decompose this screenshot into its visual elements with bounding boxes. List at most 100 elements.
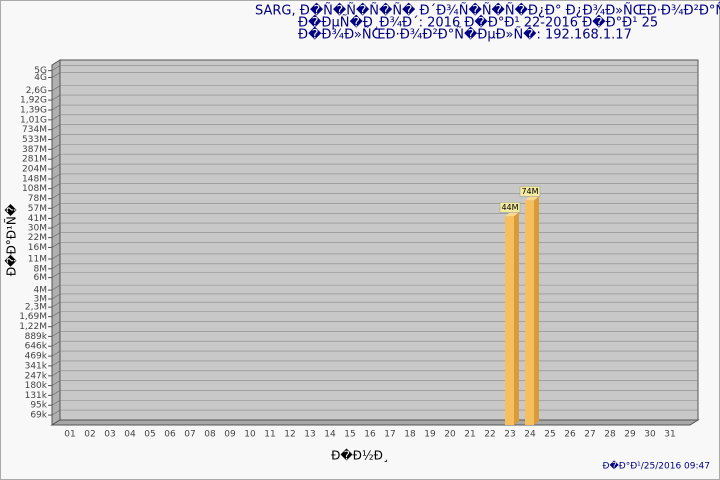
grid-line (51, 183, 61, 189)
x-tick-label: 02 (84, 430, 95, 440)
x-tick-label: 11 (264, 430, 275, 440)
y-tick-label: 5G (34, 66, 47, 76)
y-tick-label: 108M (22, 184, 47, 194)
grid-line (51, 301, 61, 308)
x-tick-label: 01 (64, 430, 75, 440)
value-label-box (499, 202, 521, 213)
x-tick-label: 21 (464, 430, 475, 440)
x-tick-label: 30 (644, 430, 656, 440)
bar (505, 216, 514, 425)
grid-line (51, 399, 61, 406)
y-tick-label: 11M (28, 254, 47, 264)
y-tick-label: 30M (28, 224, 47, 234)
grid-line (51, 409, 61, 416)
y-tick-label: 889k (25, 332, 48, 342)
grid-line (51, 370, 61, 377)
x-tick-label: 08 (204, 430, 216, 440)
back-wall (59, 59, 699, 421)
title-line: SARG, Đ�Ñ�Ñ�Ñ�Ñ� Đ´Đ¾Ñ�Ñ�Ñ�Đ¿Đ° Đ¿Đ¾Đ»ÑŒ… (255, 2, 720, 19)
x-tick-label: 14 (324, 430, 336, 440)
x-tick-label: 16 (364, 430, 376, 440)
y-tick-label: 22M (28, 233, 47, 243)
x-tick-label: 19 (424, 430, 436, 440)
y-tick-label: 180k (25, 381, 48, 391)
grid-line (51, 311, 61, 317)
y-axis-label: Đ�Đ°Đ¹Ñ� (4, 203, 19, 276)
grid-line (51, 321, 61, 327)
grid-line (51, 284, 61, 291)
x-tick-label: 25 (544, 430, 555, 440)
grid-line (51, 124, 61, 130)
y-tick-label: 281M (22, 155, 47, 165)
x-tick-label: 17 (384, 430, 395, 440)
x-tick-label: 20 (444, 430, 456, 440)
y-tick-label: 4M (34, 286, 48, 296)
y-tick-label: 69k (30, 411, 47, 421)
y-tick-label: 131k (25, 391, 48, 401)
x-tick-label: 29 (624, 430, 636, 440)
y-tick-label: 204M (22, 165, 47, 175)
grid-line (51, 390, 61, 396)
grid-line (51, 173, 61, 180)
y-tick-label: 646k (25, 342, 48, 352)
y-tick-label: 387M (22, 145, 47, 155)
grid-line (51, 163, 61, 170)
grid-line (51, 263, 61, 270)
y-tick-label: 8M (34, 264, 48, 274)
grid-line (51, 331, 61, 337)
x-tick-label: 09 (224, 430, 236, 440)
title-line: Đ�Đ¾Đ»ÑŒĐ·Đ¾Đ²Đ°Ñ�ĐµĐ»Ñ�: 192.168.1.17 (298, 26, 632, 43)
x-axis-label: Đ�Đ½Đ¸ (331, 449, 389, 463)
y-tick-label: 148M (22, 174, 47, 184)
floor (50, 419, 700, 426)
grid-line (51, 360, 61, 367)
grid-line (51, 253, 61, 260)
grid-line (51, 193, 61, 199)
grid-line (51, 203, 61, 209)
grid-line (51, 272, 61, 278)
x-tick-label: 31 (664, 430, 675, 440)
grid-line (51, 94, 61, 101)
y-tick-label: 2,3M (25, 303, 47, 313)
bar-top (525, 196, 539, 201)
grid-line (51, 65, 61, 71)
x-tick-label: 13 (304, 430, 315, 440)
bar-side (514, 212, 519, 425)
x-tick-label: 10 (244, 430, 256, 440)
y-tick-label: 41M (28, 214, 47, 224)
x-tick-label: 03 (104, 430, 115, 440)
grid-line (51, 293, 61, 300)
bar-top (505, 212, 519, 217)
value-label: 74M (521, 187, 538, 196)
grid-line (51, 153, 61, 160)
y-tick-label: 533M (22, 135, 47, 145)
y-tick-label: 95k (30, 401, 47, 411)
y-tick-label: 1,39G (20, 106, 47, 116)
grid-line (51, 222, 61, 229)
grid-line (51, 213, 61, 219)
x-tick-label: 26 (564, 430, 576, 440)
y-tick-label: 4G (34, 73, 47, 83)
value-label: 44M (501, 203, 518, 212)
value-label-box (519, 186, 541, 197)
grid-line (51, 144, 61, 150)
x-tick-label: 27 (584, 430, 595, 440)
grid-line (51, 72, 61, 78)
bar-side (534, 196, 539, 425)
x-tick-label: 05 (144, 430, 155, 440)
grid-line (51, 350, 61, 357)
y-tick-label: 6M (34, 273, 48, 283)
grid-line (51, 104, 61, 111)
x-tick-label: 22 (484, 430, 495, 440)
y-tick-label: 1,22M (19, 322, 47, 332)
grid-line (51, 134, 61, 140)
y-tick-label: 1,92G (20, 96, 47, 106)
bar (525, 200, 534, 425)
x-tick-label: 24 (524, 430, 536, 440)
x-tick-label: 23 (504, 430, 515, 440)
x-tick-label: 04 (124, 430, 136, 440)
grid-line (51, 380, 61, 386)
x-tick-label: 12 (284, 430, 295, 440)
grid-line (51, 85, 61, 91)
